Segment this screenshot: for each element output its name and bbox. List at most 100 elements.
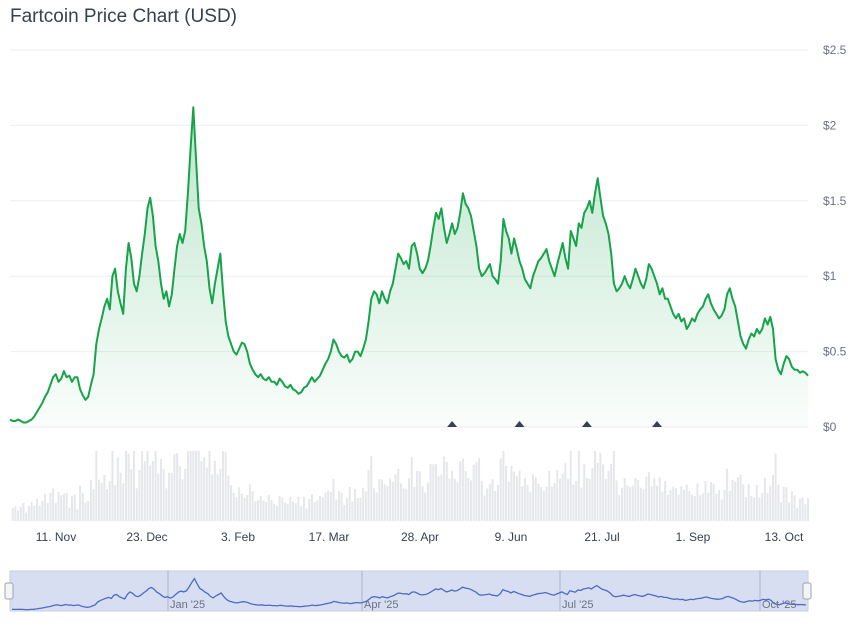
volume-bar xyxy=(418,471,421,521)
volume-bar xyxy=(432,464,435,521)
volume-bar xyxy=(556,470,559,521)
volume-bar xyxy=(111,451,114,521)
volume-bar xyxy=(230,485,233,521)
volume-bar xyxy=(76,509,79,521)
volume-bar xyxy=(723,489,726,521)
price-line[interactable] xyxy=(9,106,809,424)
volume-bar xyxy=(340,492,343,521)
volume-bar xyxy=(316,500,319,521)
y-tick-label: $0.5 xyxy=(823,345,847,359)
volume-bar xyxy=(542,491,545,521)
volume-bar xyxy=(151,461,154,521)
volume-bar xyxy=(114,485,117,521)
x-tick-label: 13. Oct xyxy=(765,530,804,544)
volume-bar xyxy=(348,486,351,521)
x-tick-label: 3. Feb xyxy=(221,530,255,544)
volume-bar xyxy=(701,493,704,521)
y-tick-label: $2.5 xyxy=(823,43,847,57)
navigator-tick-label: Jul '25 xyxy=(562,599,593,611)
volume-bar xyxy=(324,492,327,521)
volume-bar xyxy=(807,498,809,521)
navigator-tick-label: Oct '25 xyxy=(762,599,797,611)
volume-bar xyxy=(124,451,127,521)
y-tick-label: $1.5 xyxy=(823,194,847,208)
x-tick-label: 11. Nov xyxy=(36,530,76,544)
volume-bar xyxy=(653,478,656,521)
volume-bar xyxy=(618,494,621,521)
volume-bar xyxy=(537,483,540,521)
event-marker-icon[interactable] xyxy=(514,421,525,427)
navigator-selection[interactable] xyxy=(10,571,808,611)
volume-bar xyxy=(265,502,268,521)
volume-bar xyxy=(270,500,273,521)
volume-bar xyxy=(97,479,100,521)
volume-bar xyxy=(65,492,68,521)
volume-bar xyxy=(170,472,173,521)
volume-bar xyxy=(89,480,92,521)
volume-bar xyxy=(143,461,146,521)
event-marker-icon[interactable] xyxy=(652,421,662,427)
volume-bar xyxy=(254,501,257,521)
volume-bar xyxy=(133,451,136,521)
event-markers[interactable] xyxy=(447,421,662,427)
volume-bar xyxy=(46,502,49,521)
volume-bar xyxy=(173,454,176,521)
navigator-ticks: Jan '25 Apr '25 Jul '25 Oct '25 xyxy=(170,599,797,611)
volume-bar xyxy=(267,495,270,521)
volume-bar xyxy=(122,483,125,521)
volume-bar xyxy=(629,487,632,521)
volume-bar xyxy=(793,495,796,521)
volume-bar xyxy=(35,498,38,521)
price-area xyxy=(10,107,808,428)
volume-bar xyxy=(219,468,222,521)
volume-bar xyxy=(224,452,227,521)
volume-bar xyxy=(130,469,133,521)
volume-bar xyxy=(540,487,543,521)
volume-bar xyxy=(755,484,758,521)
volume-bar xyxy=(798,498,801,521)
volume-bar xyxy=(594,451,597,521)
navigator-left-handle[interactable] xyxy=(4,582,14,600)
event-marker-icon[interactable] xyxy=(447,421,458,427)
navigator-right-handle[interactable] xyxy=(802,582,812,600)
y-tick-label: $2 xyxy=(823,118,837,132)
volume-bar xyxy=(300,506,303,521)
volume-bar xyxy=(550,486,553,521)
volume-bar xyxy=(674,488,677,521)
volume-bar xyxy=(329,492,332,521)
volume-bar xyxy=(197,451,200,521)
volume-bar xyxy=(785,487,788,521)
volume-bar xyxy=(103,475,106,521)
event-marker-icon[interactable] xyxy=(581,421,592,427)
volume-bar xyxy=(656,485,659,521)
volume-bar xyxy=(38,505,41,521)
volume-bar xyxy=(332,479,335,521)
volume-bar xyxy=(604,479,607,521)
volume-bar xyxy=(804,504,807,521)
volume-bar xyxy=(302,496,305,521)
volume-bar xyxy=(54,502,57,521)
volume-bar xyxy=(359,497,362,521)
volume-bar xyxy=(761,493,764,521)
volume-bar xyxy=(413,486,416,521)
volume-bar xyxy=(213,460,216,521)
volume-bar xyxy=(100,482,103,521)
volume-bar xyxy=(278,496,281,521)
volume-bar xyxy=(108,480,111,521)
volume-bar xyxy=(742,484,745,521)
volume-bar xyxy=(602,464,605,521)
volume-bar xyxy=(464,471,467,521)
range-navigator[interactable]: Jan '25 Apr '25 Jul '25 Oct '25 xyxy=(4,570,812,612)
volume-bar xyxy=(424,492,427,521)
volume-bar xyxy=(623,478,626,521)
volume-bar xyxy=(736,477,739,521)
volume-bar xyxy=(281,497,284,521)
volume-bar xyxy=(780,502,783,521)
volume-bar xyxy=(672,486,675,521)
volume-bar xyxy=(456,482,459,521)
volume-bar xyxy=(343,504,346,521)
navigator-line xyxy=(11,577,807,611)
volume-bar xyxy=(410,457,413,521)
volume-bar xyxy=(79,485,82,521)
